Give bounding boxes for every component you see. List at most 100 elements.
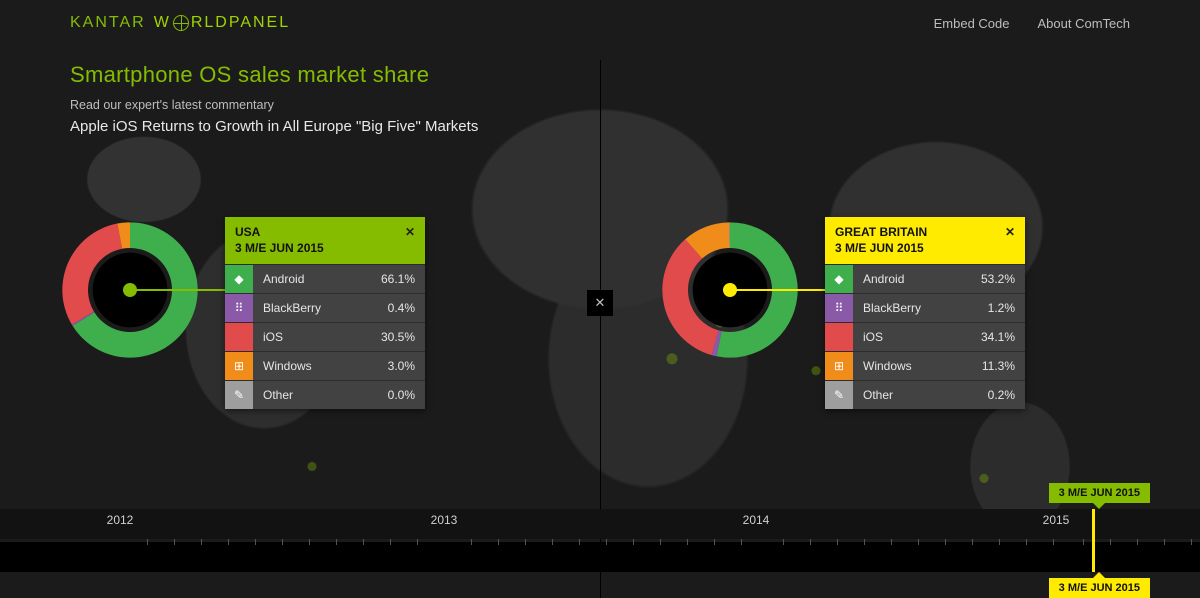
legend-label-android: Android <box>253 272 371 286</box>
timeline-tick <box>471 539 472 545</box>
legend-row-ios[interactable]: iOS30.5% <box>225 322 425 351</box>
legend-close-right[interactable]: ✕ <box>1005 225 1015 241</box>
timeline-tick <box>174 539 175 545</box>
legend-row-android[interactable]: ◆Android53.2% <box>825 264 1025 293</box>
close-comparison-button[interactable]: ✕ <box>587 290 613 316</box>
legend-value-other: 0.2% <box>978 388 1025 402</box>
timeline-tick <box>1026 539 1027 545</box>
timeline-tick <box>606 539 607 545</box>
legend-period-right: 3 M/E JUN 2015 <box>835 241 927 257</box>
timeline-tick <box>1164 539 1165 545</box>
timeline-tick <box>972 539 973 545</box>
timeline-year-2014[interactable]: 2014 <box>743 513 770 527</box>
timeline-tick <box>1191 539 1192 545</box>
timeline-tick <box>390 539 391 545</box>
timeline-tick <box>1110 539 1111 545</box>
legend-row-android[interactable]: ◆Android66.1% <box>225 264 425 293</box>
timeline-tick <box>363 539 364 545</box>
brand-name-b: W <box>154 14 171 32</box>
timeline-tick <box>1137 539 1138 545</box>
timeline-scrubber-yellow[interactable] <box>1092 509 1095 572</box>
legend-value-android: 53.2% <box>971 272 1025 286</box>
legend-close-left[interactable]: ✕ <box>405 225 415 241</box>
legend-value-windows: 3.0% <box>378 359 425 373</box>
legend-value-windows: 11.3% <box>972 359 1025 373</box>
swatch-android: ◆ <box>225 265 253 293</box>
swatch-android: ◆ <box>825 265 853 293</box>
legend-row-blackberry[interactable]: ⠿BlackBerry1.2% <box>825 293 1025 322</box>
legend-row-ios[interactable]: iOS34.1% <box>825 322 1025 351</box>
timeline-flag-green[interactable]: 3 M/E JUN 2015 <box>1049 483 1150 503</box>
timeline-tick <box>228 539 229 545</box>
timeline-tick <box>282 539 283 545</box>
legend-period-left: 3 M/E JUN 2015 <box>235 241 324 257</box>
legend-country-right: GREAT BRITAIN <box>835 225 927 241</box>
timeline-year-2013[interactable]: 2013 <box>431 513 458 527</box>
timeline-tick <box>579 539 580 545</box>
legend-label-other: Other <box>253 388 378 402</box>
timeline-tick <box>741 539 742 545</box>
timeline-tick <box>810 539 811 545</box>
legend-row-windows[interactable]: ⊞Windows11.3% <box>825 351 1025 380</box>
legend-label-windows: Windows <box>853 359 972 373</box>
legend-label-blackberry: BlackBerry <box>853 301 978 315</box>
timeline-tick <box>1053 539 1054 545</box>
timeline-tick <box>864 539 865 545</box>
timeline-tick <box>417 539 418 545</box>
topbar: KANTAR W RLDPANEL Embed Code About ComTe… <box>0 0 1200 42</box>
timeline-tick <box>999 539 1000 545</box>
timeline-tick <box>552 539 553 545</box>
swatch-ios <box>225 323 253 351</box>
legend-label-ios: iOS <box>853 330 971 344</box>
globe-icon <box>173 15 189 31</box>
legend-value-blackberry: 0.4% <box>378 301 425 315</box>
timeline-tick <box>945 539 946 545</box>
brand-name-a: KANTAR <box>70 14 146 32</box>
legend-country-left: USA <box>235 225 324 241</box>
timeline-tick <box>783 539 784 545</box>
donut-leader-left <box>130 289 225 291</box>
timeline-year-2012[interactable]: 2012 <box>107 513 134 527</box>
legend-label-ios: iOS <box>253 330 371 344</box>
timeline-tick <box>660 539 661 545</box>
legend-row-blackberry[interactable]: ⠿BlackBerry0.4% <box>225 293 425 322</box>
brand-name-c: RLDPANEL <box>191 14 290 32</box>
swatch-other: ✎ <box>825 381 853 409</box>
legend-value-android: 66.1% <box>371 272 425 286</box>
donut-chart-left[interactable] <box>60 220 200 360</box>
timeline-flag-yellow[interactable]: 3 M/E JUN 2015 <box>1049 578 1150 598</box>
donut-chart-right[interactable] <box>660 220 800 360</box>
legend-row-windows[interactable]: ⊞Windows3.0% <box>225 351 425 380</box>
legend-card-left: USA 3 M/E JUN 2015 ✕ ◆Android66.1%⠿Black… <box>225 217 425 409</box>
legend-value-other: 0.0% <box>378 388 425 402</box>
timeline-year-2015[interactable]: 2015 <box>1043 513 1070 527</box>
legend-row-other[interactable]: ✎Other0.2% <box>825 380 1025 409</box>
legend-card-right: GREAT BRITAIN 3 M/E JUN 2015 ✕ ◆Android5… <box>825 217 1025 409</box>
legend-value-ios: 30.5% <box>371 330 425 344</box>
legend-label-other: Other <box>853 388 978 402</box>
timeline-tick <box>1083 539 1084 545</box>
brand-logo[interactable]: KANTAR W RLDPANEL <box>70 14 290 32</box>
timeline-tick <box>918 539 919 545</box>
timeline-tick <box>147 539 148 545</box>
legend-label-android: Android <box>853 272 971 286</box>
swatch-other: ✎ <box>225 381 253 409</box>
nav-embed-code[interactable]: Embed Code <box>934 16 1010 31</box>
legend-label-windows: Windows <box>253 359 378 373</box>
timeline-tick <box>498 539 499 545</box>
timeline[interactable]: 3 M/E JUN 2015 2012 2013 2014 2015 3 M/E JU… <box>0 483 1200 598</box>
legend-value-ios: 34.1% <box>971 330 1025 344</box>
top-nav: Embed Code About ComTech <box>934 16 1130 31</box>
panel-right: GREAT BRITAIN 3 M/E JUN 2015 ✕ ◆Android5… <box>600 195 1200 483</box>
swatch-ios <box>825 323 853 351</box>
swatch-blackberry: ⠿ <box>225 294 253 322</box>
legend-head-right: GREAT BRITAIN 3 M/E JUN 2015 ✕ <box>825 217 1025 264</box>
nav-about-comtech[interactable]: About ComTech <box>1038 16 1131 31</box>
timeline-tick <box>837 539 838 545</box>
panel-left: USA 3 M/E JUN 2015 ✕ ◆Android66.1%⠿Black… <box>0 195 600 483</box>
close-icon: ✕ <box>595 295 606 311</box>
legend-row-other[interactable]: ✎Other0.0% <box>225 380 425 409</box>
legend-head-left: USA 3 M/E JUN 2015 ✕ <box>225 217 425 264</box>
swatch-windows: ⊞ <box>825 352 853 380</box>
legend-value-blackberry: 1.2% <box>978 301 1025 315</box>
